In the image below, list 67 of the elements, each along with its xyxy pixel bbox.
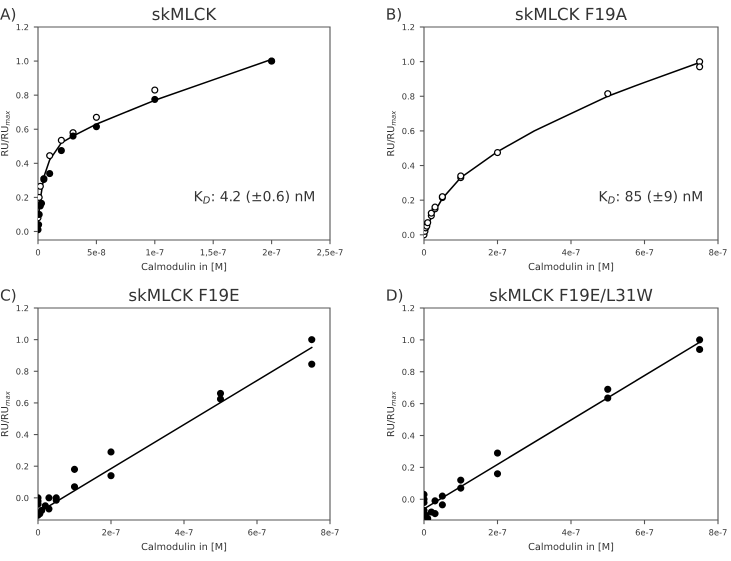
- x-tick-label: 2e-7: [102, 529, 120, 536]
- x-tick-label: 4e-7: [562, 529, 580, 536]
- y-tick-label: 1.2: [402, 24, 414, 30]
- x-tick-label: 4e-7: [562, 249, 580, 256]
- y-tick-label: 1.0: [402, 336, 414, 344]
- y-tick-label: 1.2: [402, 304, 414, 312]
- y-tick-label: 1.2: [16, 304, 28, 312]
- x-tick-label: 6e-7: [636, 529, 654, 536]
- chart-title: skMLCK: [152, 7, 217, 20]
- x-tick-label: 0: [36, 249, 40, 256]
- y-tick-label: 1.0: [402, 58, 414, 65]
- y-tick-label: 0.2: [16, 194, 28, 201]
- y-tick-label: 0.4: [402, 162, 415, 169]
- text: B): [387, 8, 401, 22]
- x-tick-label: 1e-7: [146, 249, 164, 256]
- y-tick-label: 0.2: [402, 464, 414, 471]
- y-axis-title: RU/RU$_{max}$: [1, 110, 10, 156]
- y-tick-label: 0.8: [402, 93, 414, 100]
- y-tick-label: 0.0: [402, 232, 414, 238]
- annotation: K$_{D}$: 85 (±9) nM: [600, 190, 702, 204]
- x-tick-label: 2e-7: [262, 249, 280, 256]
- y-tick-label: 0.8: [16, 92, 28, 98]
- chart-title: skMLCK F19E: [129, 288, 239, 302]
- y-tick-label: 0.4: [16, 160, 29, 167]
- x-tick-label: 0: [36, 529, 40, 536]
- text: C): [0, 288, 16, 303]
- chart-title: skMLCK F19A: [516, 7, 627, 20]
- y-tick-label: 1.0: [16, 58, 28, 64]
- y-tick-label: 0.6: [16, 126, 28, 133]
- y-tick-label: 0.6: [16, 400, 28, 406]
- x-tick-label: 8e-7: [321, 529, 339, 536]
- y-tick-label: 0.4: [16, 432, 29, 438]
- x-tick-label: 2,5e-7: [317, 249, 343, 256]
- x-tick-label: 4e-7: [175, 529, 193, 536]
- x-tick-label: 2e-7: [488, 249, 506, 256]
- y-tick-label: 0.6: [402, 400, 414, 407]
- x-tick-label: 1,5e-7: [200, 249, 226, 256]
- x-axis-title: Calmodulin in [M]: [528, 262, 614, 272]
- x-tick-label: 6e-7: [636, 249, 654, 256]
- x-tick-label: 8e-7: [709, 529, 727, 536]
- y-tick-label: 0.0: [402, 496, 414, 503]
- x-tick-label: 8e-7: [709, 249, 727, 256]
- chart-title: skMLCK F19E/L31W: [490, 288, 652, 303]
- y-tick-label: 0.0: [16, 228, 28, 235]
- text: A): [0, 8, 16, 22]
- y-axis-title: RU/RU$_{max}$: [387, 391, 396, 436]
- y-tick-label: 0.8: [16, 368, 28, 375]
- y-tick-label: 0.0: [16, 494, 28, 502]
- x-tick-label: 0: [422, 249, 426, 256]
- y-tick-label: 0.6: [402, 128, 414, 134]
- x-tick-label: 0: [422, 529, 426, 536]
- y-tick-label: 0.8: [402, 368, 414, 376]
- y-axis-title: RU/RU$_{max}$: [387, 110, 396, 156]
- y-tick-label: 0.2: [16, 463, 28, 470]
- text: D): [387, 288, 402, 303]
- y-tick-label: 0.2: [402, 197, 414, 204]
- x-tick-label: 2e-7: [488, 529, 506, 536]
- x-tick-label: 5e-8: [88, 249, 106, 256]
- x-axis-title: Calmodulin in [M]: [528, 542, 614, 552]
- x-axis-title: Calmodulin in [M]: [142, 262, 226, 272]
- y-tick-label: 1.0: [16, 336, 28, 343]
- x-tick-label: 6e-7: [248, 529, 266, 536]
- annotation: K$_{D}$: 4.2 (±0.6) nM: [194, 190, 314, 204]
- y-tick-label: 1.2: [16, 24, 28, 30]
- x-axis-title: Calmodulin in [M]: [142, 542, 226, 552]
- y-axis-title: RU/RU$_{max}$: [1, 391, 10, 436]
- y-tick-label: 0.4: [402, 432, 415, 439]
